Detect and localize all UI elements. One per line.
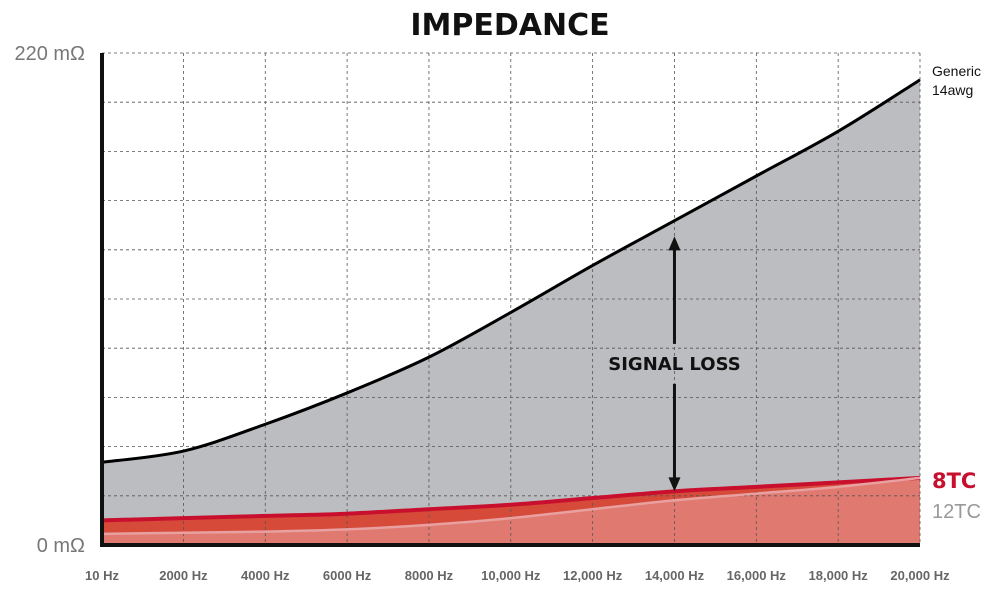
x-tick-label: 10 Hz <box>85 568 119 583</box>
signal-loss-label: SIGNAL LOSS <box>608 354 740 375</box>
x-tick-label: 10,000 Hz <box>481 568 541 583</box>
series-line-generic <box>101 78 921 464</box>
legend-generic-line2: 14awg <box>932 82 973 98</box>
series-area-12tc <box>102 477 920 545</box>
legend-8tc: 8TC <box>932 469 976 493</box>
series-line-12tc <box>101 476 921 536</box>
legend-12tc: 12TC <box>932 501 981 523</box>
x-tick-label: 2000 Hz <box>159 568 208 583</box>
x-tick-label: 6000 Hz <box>323 568 372 583</box>
legend-generic-line1: Generic <box>932 63 981 79</box>
signal-loss-annotation: SIGNAL LOSS <box>608 236 741 492</box>
series-lines <box>101 78 921 536</box>
y-tick-label-max: 220 mΩ <box>14 43 85 65</box>
arrow-head-down <box>668 477 681 492</box>
x-tick-label: 18,000 Hz <box>809 568 869 583</box>
x-tick-label: 12,000 Hz <box>563 568 623 583</box>
x-tick-label: 14,000 Hz <box>645 568 705 583</box>
series-line-8tc <box>101 475 921 523</box>
x-tick-label: 8000 Hz <box>405 568 454 583</box>
x-tick-label: 20,000 Hz <box>890 568 950 583</box>
chart-title: IMPEDANCE <box>410 8 609 43</box>
x-tick-labels: 10 Hz 2000 Hz 4000 Hz 6000 Hz 8000 Hz 10,000 … <box>85 568 950 583</box>
y-tick-label-min: 0 mΩ <box>37 535 85 557</box>
arrow-head-up <box>668 236 681 251</box>
legend-generic: Generic 14awg <box>932 63 981 98</box>
x-tick-label: 16,000 Hz <box>727 568 787 583</box>
x-tick-label: 4000 Hz <box>241 568 290 583</box>
grid <box>102 52 921 545</box>
